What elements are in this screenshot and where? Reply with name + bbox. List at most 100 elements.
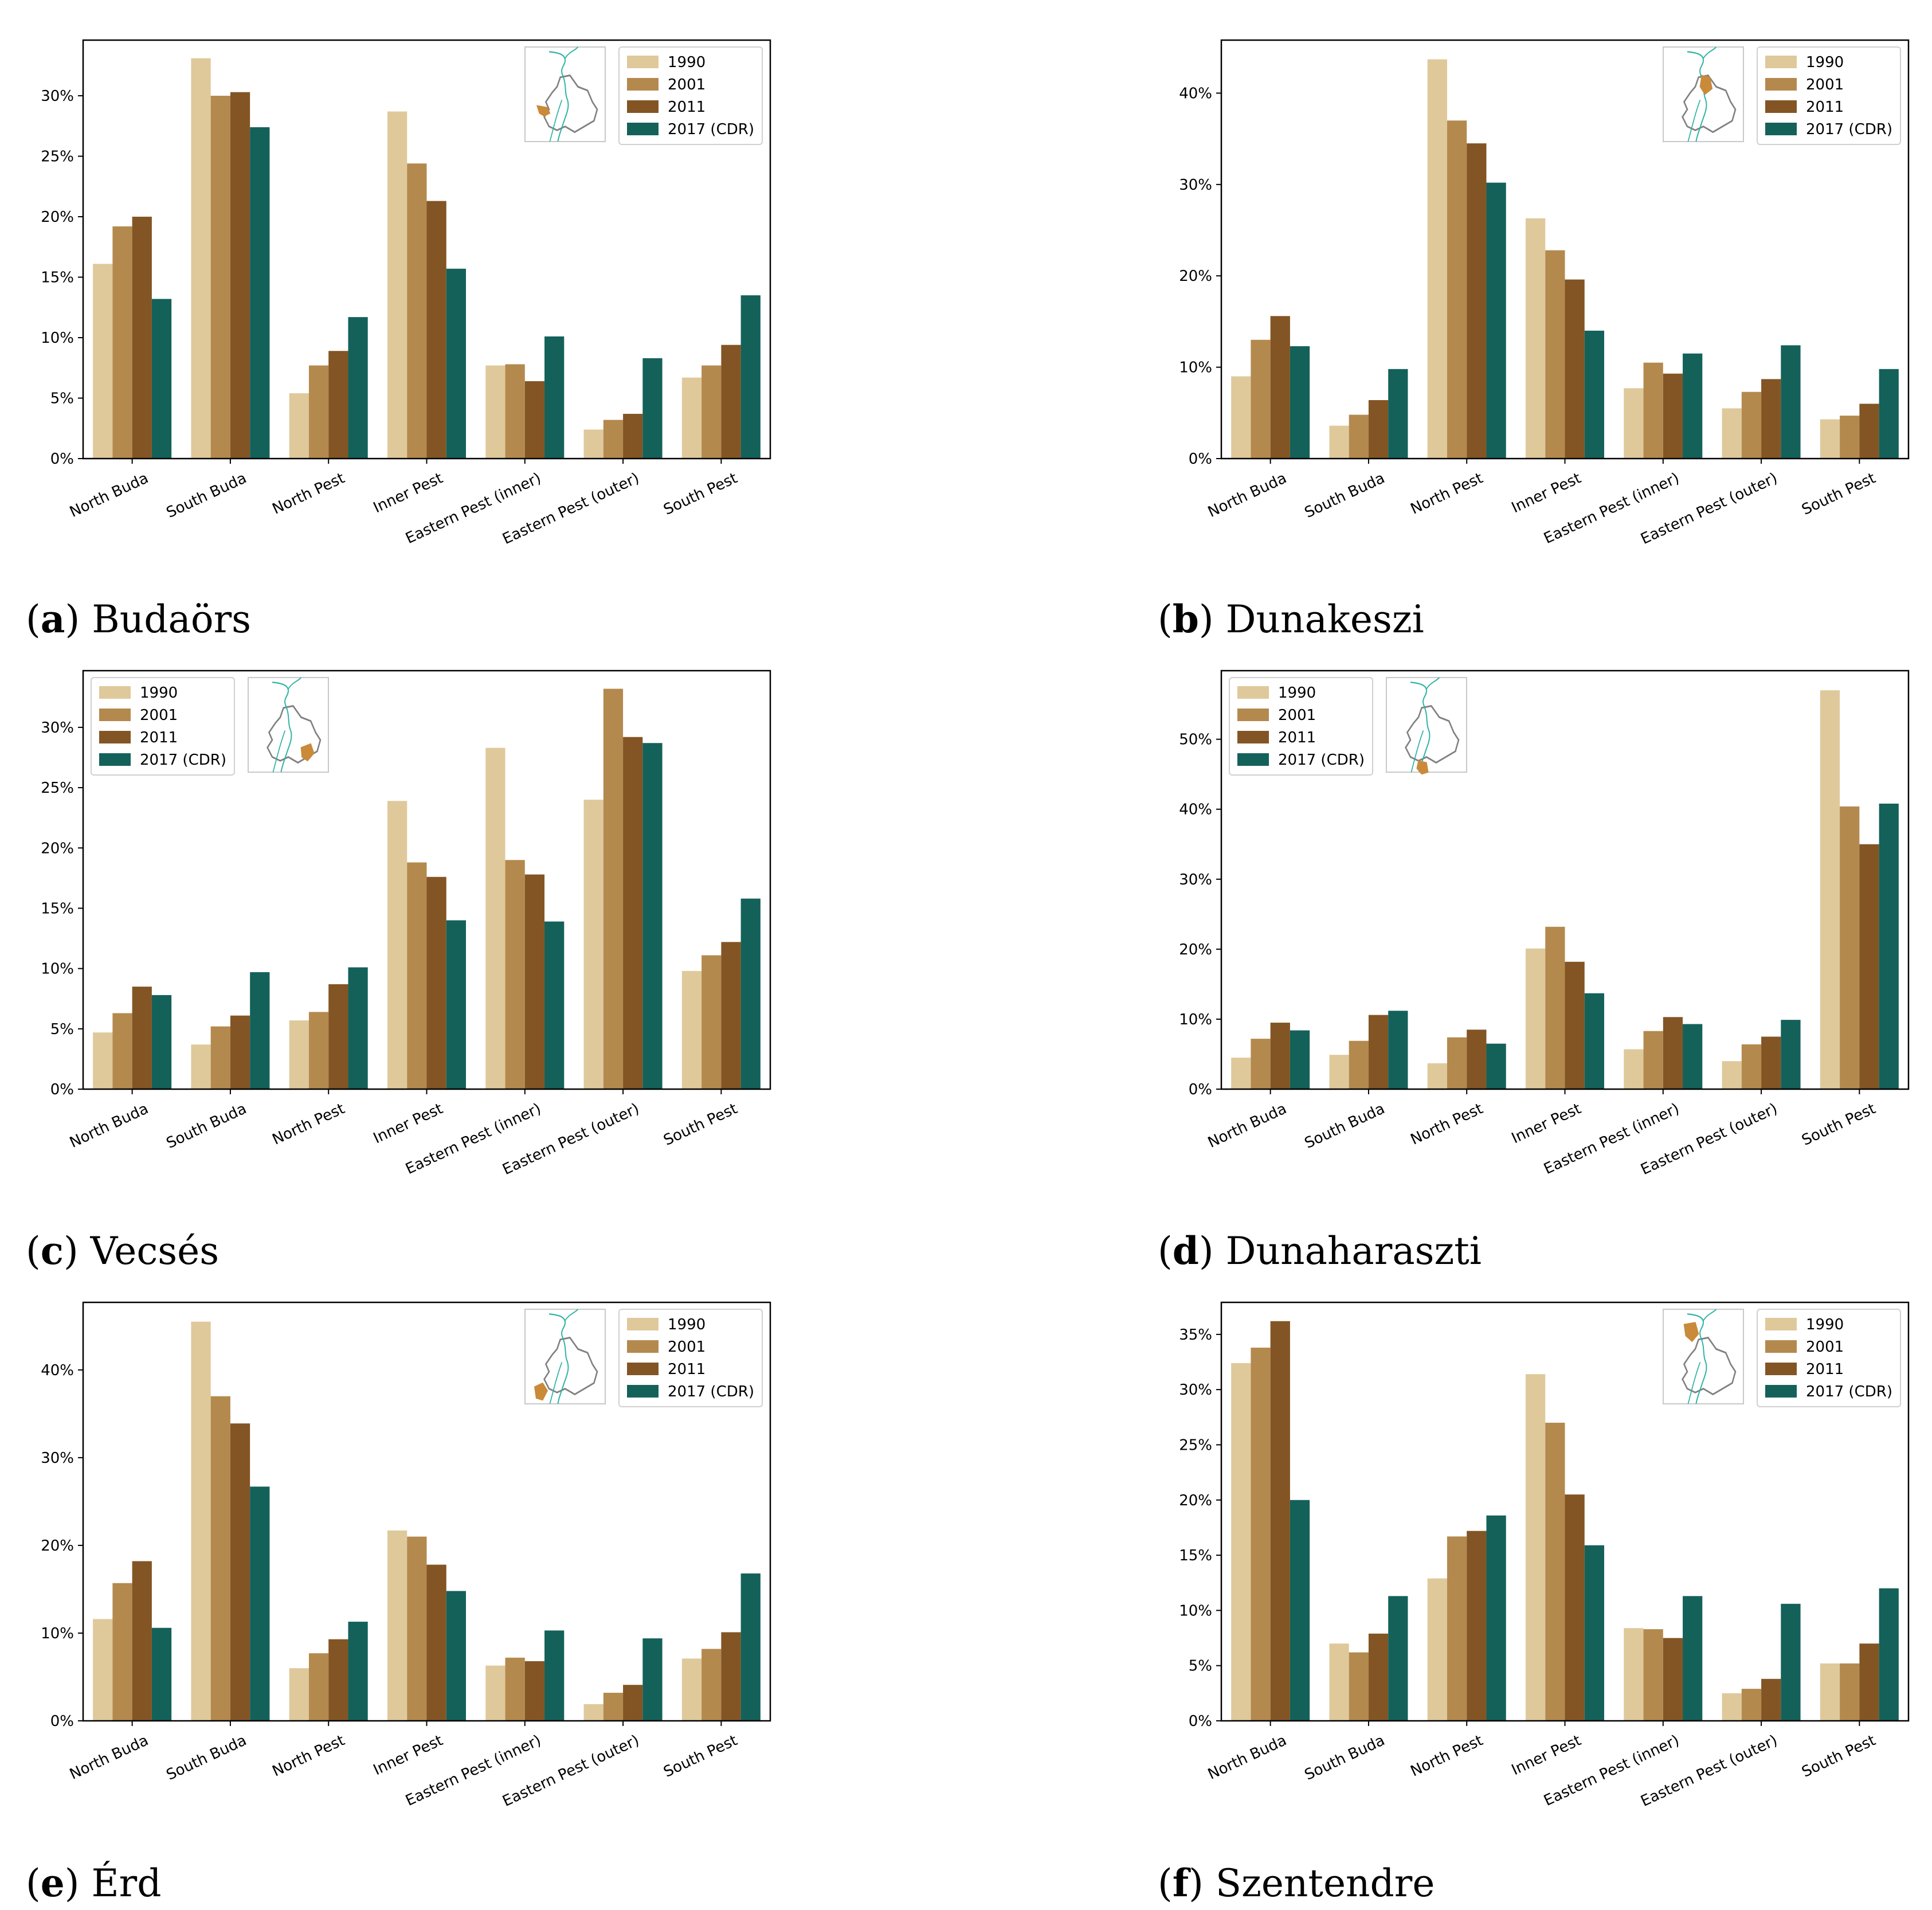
caption-name: ) Vecsés	[64, 1229, 219, 1273]
y-tick-label: 0%	[50, 1713, 74, 1730]
bar-2001-5	[1741, 1044, 1762, 1089]
bar-1990-6	[681, 377, 702, 459]
y-tick-label: 5%	[50, 390, 74, 408]
bar-2011-1	[1368, 1015, 1389, 1089]
chart-panel-b: 0% 10% 20% 30% 40% North Buda South Buda North …	[1158, 39, 1910, 641]
bar-1990-4	[485, 747, 505, 1089]
bar-1990-3	[387, 1530, 407, 1721]
bar-2011-4	[1663, 373, 1683, 459]
x-tick-label: North Buda	[1205, 1732, 1290, 1783]
bar-2001-3	[1545, 926, 1565, 1089]
bar-2017-CDR-5	[642, 358, 663, 459]
legend-swatch	[627, 1318, 659, 1330]
legend-box	[1757, 46, 1901, 145]
legend-label: 1990	[1278, 684, 1316, 702]
chart-panel-f: 0% 5% 10% 15% 20% 25% 30% 35% North Buda South Bu…	[1158, 1301, 1910, 1905]
inset-map-shapes	[1405, 677, 1460, 775]
bar-1990-3	[387, 111, 407, 459]
caption-paren: (	[26, 597, 41, 641]
bar-2017-CDR-4	[1683, 353, 1703, 459]
bar-2011-2	[1467, 1030, 1487, 1089]
bar-2011-2	[1467, 143, 1487, 459]
x-tick-label: South Buda	[1302, 469, 1388, 522]
axes-frame	[82, 1301, 771, 1722]
y-tick-label: 20%	[1179, 268, 1212, 285]
bar-1990-2	[289, 393, 309, 459]
bar-2001-2	[308, 1653, 329, 1721]
y-tick-label: 35%	[1179, 1326, 1212, 1344]
bar-2011-5	[1761, 379, 1781, 459]
legend-label: 1990	[140, 684, 178, 702]
bar-2017-CDR-6	[1879, 369, 1899, 459]
river-branch	[549, 1362, 563, 1404]
bar-2001-4	[1643, 1629, 1663, 1721]
x-tick-label: South Buda	[1302, 1732, 1388, 1784]
bar-1990-5	[1722, 408, 1742, 459]
legend-swatch	[99, 731, 131, 743]
y-tick-label: 30%	[41, 88, 74, 105]
legend-swatch	[627, 100, 659, 113]
y-tick-label: 50%	[1179, 731, 1212, 749]
chart-panel-d: 0% 10% 20% 30% 40% 50% North Buda South Buda Nor…	[1158, 670, 1910, 1273]
bar-2001-4	[505, 364, 525, 459]
bar-1990-3	[1525, 948, 1546, 1089]
bar-2001-6	[1840, 806, 1860, 1089]
legend-box	[1229, 677, 1373, 776]
river-branch	[549, 100, 563, 142]
legend-box	[618, 1309, 763, 1407]
bar-2017-CDR-4	[544, 921, 565, 1089]
highlighted-municipality	[534, 1382, 548, 1401]
y-tick-label: 20%	[41, 1537, 74, 1555]
highlighted-municipality	[1683, 1322, 1699, 1343]
bar-2011-3	[426, 1564, 446, 1721]
bar-2001-2	[308, 1012, 329, 1089]
bar-2001-0	[112, 1013, 132, 1089]
bar-2017-CDR-6	[1879, 803, 1899, 1089]
bar-1990-6	[1820, 419, 1840, 459]
bar-2011-1	[1368, 400, 1389, 459]
y-tick-label: 40%	[1179, 801, 1212, 819]
x-tick-label: North Pest	[270, 1732, 347, 1780]
bar-1990-5	[1722, 1061, 1742, 1089]
river-branch	[1426, 677, 1440, 690]
caption-name: ) Budaörs	[65, 597, 252, 641]
legend-swatch	[1765, 100, 1797, 113]
legend-swatch	[627, 1340, 659, 1353]
legend-label: 2017 (CDR)	[668, 121, 754, 138]
legend: 1990 2001 2011 2017 (CDR)	[1757, 46, 1901, 145]
x-tick-label: North Pest	[270, 469, 347, 518]
x-tick-label: Inner Pest	[371, 1732, 446, 1779]
bar-2017-CDR-3	[1584, 993, 1605, 1089]
bar-2001-0	[112, 1583, 132, 1721]
bar-2001-2	[308, 365, 329, 459]
bar-2017-CDR-5	[642, 1638, 663, 1721]
legend-swatch	[1765, 56, 1797, 68]
bar-1990-3	[1525, 218, 1546, 459]
bar-2001-5	[603, 1693, 624, 1721]
bar-2011-3	[426, 201, 446, 459]
panel-caption: (f) Szentendre	[1158, 1861, 1435, 1905]
bar-1990-5	[583, 800, 603, 1089]
bar-2017-CDR-5	[642, 743, 663, 1089]
y-tick-label: 10%	[41, 1625, 74, 1642]
x-tick-label: North Pest	[1408, 469, 1486, 518]
bar-2001-1	[1349, 1652, 1369, 1721]
x-tick-label: South Pest	[1799, 1100, 1878, 1149]
bar-2011-1	[230, 1015, 250, 1089]
legend-swatch	[99, 686, 131, 699]
caption-paren: (	[26, 1229, 41, 1273]
y-tick-label: 40%	[1179, 85, 1212, 102]
x-tick-label: North Buda	[1205, 1100, 1290, 1152]
y-tick-label: 10%	[41, 961, 74, 978]
bar-2011-0	[1270, 1023, 1290, 1089]
y-tick-label: 15%	[1179, 1547, 1212, 1564]
bar-1990-4	[485, 365, 505, 459]
axes-frame	[82, 39, 771, 460]
bar-2001-3	[1545, 250, 1565, 459]
bar-2011-4	[524, 1661, 545, 1721]
bar-1990-0	[1231, 1363, 1251, 1721]
bar-1990-2	[1427, 1578, 1447, 1721]
river	[548, 51, 569, 142]
bar-1990-1	[1329, 425, 1349, 459]
bar-2011-0	[132, 987, 152, 1089]
